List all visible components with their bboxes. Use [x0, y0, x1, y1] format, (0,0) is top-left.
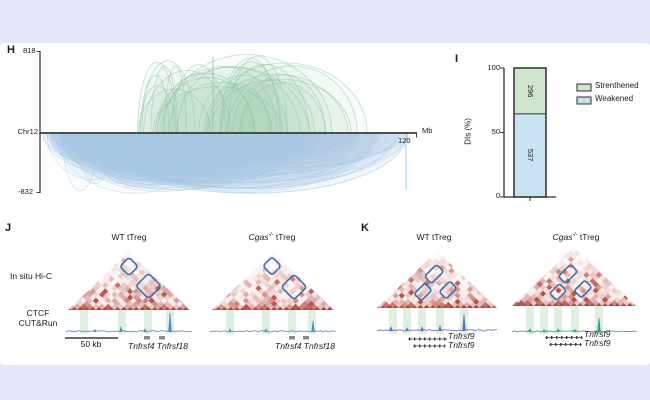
gene-label-k-left-2: Tnfrsf9 [448, 340, 475, 350]
panel-j-title-cgas: Cgas-/- tTreg [248, 232, 296, 242]
row-label-insitu-hic: In situ Hi-C [10, 271, 53, 281]
panel-i-value-weakened: 537 [526, 148, 536, 162]
panel-h-ymax: 818 [23, 46, 36, 55]
panel-k-title-wt: WT tTreg [416, 232, 452, 242]
panel-h-xunit: Mb [422, 126, 433, 135]
row-label-cutrun: CUT&Run [18, 318, 58, 328]
panel-k-title-cgas: Cgas-/- tTreg [552, 232, 600, 242]
cgas-gene-name: Cgas [552, 232, 573, 242]
gene-label-k-right-1: Tnfrsf9 [584, 329, 611, 339]
panel-h-label: H [7, 44, 15, 56]
panel-i-value-strengthened: 296 [526, 84, 536, 98]
panel-j-title-wt: WT tTreg [111, 232, 147, 242]
panel-j-label: J [5, 222, 12, 234]
panel-i-label: I [455, 53, 459, 65]
gene-label-k-left-1: Tnfrsf9 [448, 331, 475, 341]
panel-h-chromosome: Chr12 [17, 127, 38, 136]
panel-h-xmax: 120 [398, 136, 411, 145]
cgas-superscript: -/- [268, 232, 274, 239]
legend-label-weakened: Weakened [595, 94, 634, 103]
panel-i-tick-50: 50 [491, 127, 500, 136]
scale-bar-label: 50 kb [80, 339, 102, 349]
panel-h-ymin: -832 [18, 187, 34, 196]
gene-labels-j-right: Tnfrsf4 Tnfrsf18 [275, 341, 335, 351]
panel-k-label: K [361, 222, 369, 234]
panel-i-ylabel: DIs (%) [463, 118, 473, 145]
cgas-superscript: -/- [572, 232, 578, 239]
gene-label-k-right-2: Tnfrsf9 [584, 338, 611, 348]
panel-i-tick-100: 100 [487, 63, 500, 72]
panel-i-tick-0: 0 [495, 191, 500, 200]
legend-label-strengthened: Strenthened [595, 81, 639, 90]
cgas-gene-name: Cgas [248, 232, 269, 242]
gene-labels-j-left: Tnfrsf4 Tnfrsf18 [128, 341, 188, 351]
row-label-ctcf: CTCF [26, 308, 50, 318]
